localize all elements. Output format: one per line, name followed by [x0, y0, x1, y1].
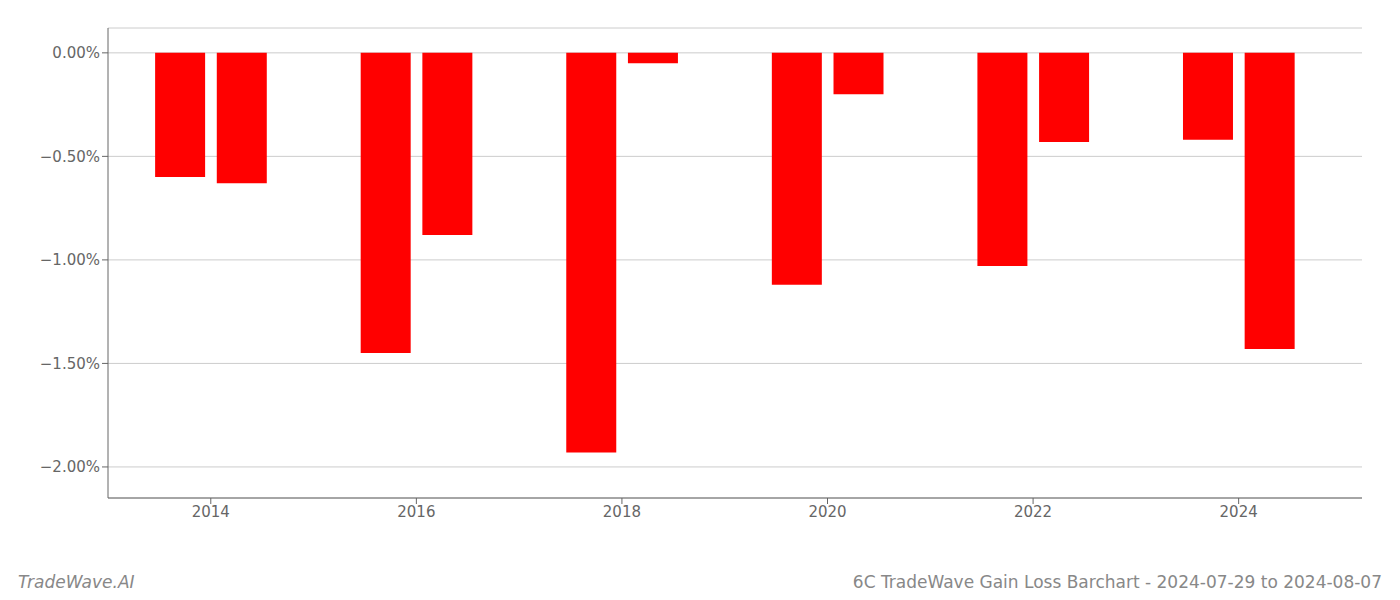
svg-text:0.00%: 0.00%: [52, 44, 100, 62]
svg-text:2016: 2016: [397, 503, 435, 521]
html-text:TradeWave.AI: TradeWave.AI: [18, 572, 135, 592]
svg-text:−0.50%: −0.50%: [40, 148, 100, 166]
svg-text:−1.50%: −1.50%: [40, 355, 100, 373]
svg-text:2024: 2024: [1220, 503, 1258, 521]
svg-text:2018: 2018: [603, 503, 641, 521]
svg-text:2020: 2020: [808, 503, 846, 521]
svg-text:2022: 2022: [1014, 503, 1052, 521]
svg-text:−1.00%: −1.00%: [40, 251, 100, 269]
svg-text:−2.00%: −2.00%: [40, 458, 100, 476]
svg-text:2014: 2014: [192, 503, 230, 521]
html-text:6C TradeWave Gain Loss Barchar: 6C TradeWave Gain Loss Barchart - 2024-0…: [852, 572, 1382, 592]
